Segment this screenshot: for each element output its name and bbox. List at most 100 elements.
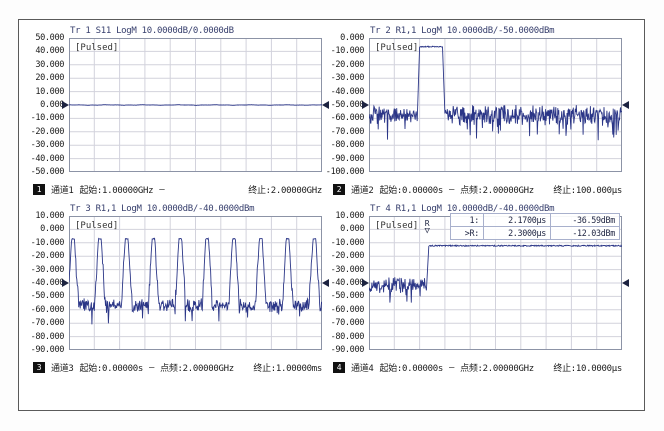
channel-number-badge[interactable]: 2: [333, 184, 345, 195]
y-tick-label: -20.000: [30, 126, 65, 137]
chart-canvas: [69, 38, 322, 172]
y-tick-label: -70.000: [330, 126, 365, 137]
y-tick-label: -10.000: [30, 237, 65, 248]
y-tick-label: 10.000: [335, 211, 364, 221]
ref-level-arrow-left: [362, 279, 369, 287]
y-tick-label: 20.000: [35, 73, 64, 84]
ref-level-arrow-right: [322, 279, 329, 287]
y-tick-label: -50.000: [330, 291, 365, 302]
marker-readout-table: 1: 2.1700μs -36.59dBm >R: 2.3000μs -12.03dBm: [450, 213, 620, 240]
measurement-trace: [69, 237, 322, 325]
measurement-trace: [69, 104, 322, 106]
channel-chart-channel3: Tr 3 R1,1 LogM 10.0000dB/-40.0000dBm 10.…: [30, 204, 333, 380]
marker-row: >R: 2.3000μs -12.03dBm: [450, 226, 620, 240]
y-tick-label: -30.000: [30, 140, 65, 151]
plot-area[interactable]: [Pulsed] R ▽ 1: 2.1700μs -36.59dBm >R: 2.3000μ…: [362, 213, 629, 350]
y-axis-labels: 50.000 40.000 30.000 20.000 10.000 0.000 -10.0…: [30, 33, 66, 177]
trace-title[interactable]: Tr 4 R1,1 LogM 10.0000dB/-40.0000dBm: [370, 204, 555, 214]
marker-triangle-icon: ▽: [424, 226, 430, 236]
footer-dash: —: [449, 362, 455, 373]
sweep-stop-label: 终止:1.00000ms: [253, 364, 322, 374]
cw-frequency-label: 点频:2.00000GHz: [460, 186, 534, 196]
y-tick-label: -80.000: [330, 331, 365, 342]
y-tick-label: 0.000: [40, 224, 64, 235]
y-tick-label: -90.000: [30, 345, 65, 355]
ref-level-arrow-right: [622, 101, 629, 109]
y-axis-labels: 10.000 0.000 -10.000 -20.000 -30.000 -40.000 -…: [30, 211, 66, 355]
marker-label: R: [424, 219, 430, 228]
channel-chart-channel1: Tr 1 S11 LogM 10.0000dB/0.0000dB 50.000 4…: [30, 26, 333, 202]
chart-canvas: [69, 216, 322, 350]
y-tick-label: -10.000: [330, 237, 365, 248]
ref-level-arrow-right: [622, 279, 629, 287]
y-tick-label: -20.000: [330, 59, 365, 70]
sweep-start-label: 起始:1.00000GHz: [79, 186, 154, 196]
measurement-trace: [369, 45, 622, 141]
marker-level: -36.59dBm: [550, 213, 620, 227]
cw-frequency-label: 点频:2.00000GHz: [460, 364, 534, 374]
footer-dash: —: [149, 362, 155, 373]
y-axis-labels: 10.000 0.000 -10.000 -20.000 -30.000 -40.000 -…: [330, 211, 366, 355]
y-tick-label: -30.000: [330, 73, 365, 84]
ref-level-arrow-left: [362, 101, 369, 109]
y-tick-label: -90.000: [330, 345, 365, 355]
ref-level-arrow-left: [62, 101, 69, 109]
trace-title[interactable]: Tr 1 S11 LogM 10.0000dB/0.0000dB: [70, 26, 234, 36]
sweep-stop-label: 终止:10.0000μs: [553, 364, 622, 374]
footer-dash: —: [159, 184, 165, 195]
y-tick-label: 0.000: [340, 224, 364, 235]
marker-time: 2.1700μs: [483, 213, 551, 227]
cw-frequency-label: 点频:2.00000GHz: [160, 364, 234, 374]
ref-level-arrow-left: [62, 279, 69, 287]
y-tick-label: -40.000: [330, 86, 365, 97]
channel-number-badge[interactable]: 4: [333, 362, 345, 373]
channel-number-badge[interactable]: 3: [33, 362, 45, 373]
sweep-stop-label: 终止:2.00000GHz: [248, 186, 322, 196]
y-tick-label: -80.000: [330, 140, 365, 151]
pulsed-annotation: [Pulsed]: [75, 43, 119, 53]
y-tick-label: 40.000: [35, 46, 64, 57]
y-tick-label: -30.000: [330, 264, 365, 275]
footer-dash: —: [449, 184, 455, 195]
y-tick-label: -10.000: [30, 113, 65, 124]
trace-title[interactable]: Tr 2 R1,1 LogM 10.0000dB/-50.0000dBm: [370, 26, 555, 36]
channel-footer: 4 通道4 起始:0.00000s — 点频:2.00000GHz 终止:10.…: [333, 361, 622, 374]
y-tick-label: 0.000: [340, 33, 364, 43]
y-tick-label: -80.000: [30, 331, 65, 342]
channel-label: 通道3: [51, 364, 74, 374]
plot-area[interactable]: [Pulsed]: [362, 38, 629, 172]
plot-area[interactable]: [Pulsed]: [62, 38, 329, 172]
marker-level: -12.03dBm: [550, 226, 620, 240]
sweep-stop-label: 终止:100.000μs: [553, 186, 622, 196]
y-tick-label: -60.000: [30, 304, 65, 315]
y-tick-label: -50.000: [30, 167, 65, 177]
y-tick-label: 30.000: [35, 59, 64, 70]
channel-chart-channel4: Tr 4 R1,1 LogM 10.0000dB/-40.0000dBm 10.…: [330, 204, 633, 380]
y-axis-labels: 0.000 -10.000 -20.000 -30.000 -40.000 -50.000…: [326, 33, 366, 177]
y-tick-label: -100.000: [325, 167, 365, 177]
channel-footer: 3 通道3 起始:0.00000s — 点频:2.00000GHz 终止:1.0…: [33, 361, 322, 374]
measurement-trace: [369, 244, 622, 303]
reference-marker[interactable]: R ▽: [424, 220, 429, 236]
chart-canvas: [369, 38, 622, 172]
marker-label: 1:: [450, 213, 484, 227]
y-tick-label: -40.000: [30, 278, 65, 288]
marker-label: >R:: [450, 226, 484, 240]
trace-title[interactable]: Tr 3 R1,1 LogM 10.0000dB/-40.0000dBm: [70, 204, 255, 214]
channel-footer: 1 通道1 起始:1.00000GHz — 终止:2.00000GHz: [33, 183, 322, 196]
y-tick-label: -20.000: [330, 251, 365, 262]
y-tick-label: -40.000: [30, 153, 65, 164]
channel-footer: 2 通道2 起始:0.00000s — 点频:2.00000GHz 终止:100…: [333, 183, 622, 196]
y-tick-label: -60.000: [330, 304, 365, 315]
pulsed-annotation: [Pulsed]: [75, 221, 119, 231]
y-tick-label: 10.000: [35, 211, 64, 221]
channel-chart-channel2: Tr 2 R1,1 LogM 10.0000dB/-50.0000dBm 0.0…: [326, 26, 633, 202]
plot-area[interactable]: [Pulsed]: [62, 216, 329, 350]
channel-number-badge[interactable]: 1: [33, 184, 45, 195]
pulsed-annotation: [Pulsed]: [375, 43, 419, 53]
channel-label: 通道2: [351, 186, 374, 196]
y-tick-label: -20.000: [30, 251, 65, 262]
y-tick-label: 0.000: [40, 100, 64, 110]
chart-canvas: [369, 216, 622, 350]
y-tick-label: 50.000: [35, 33, 64, 43]
